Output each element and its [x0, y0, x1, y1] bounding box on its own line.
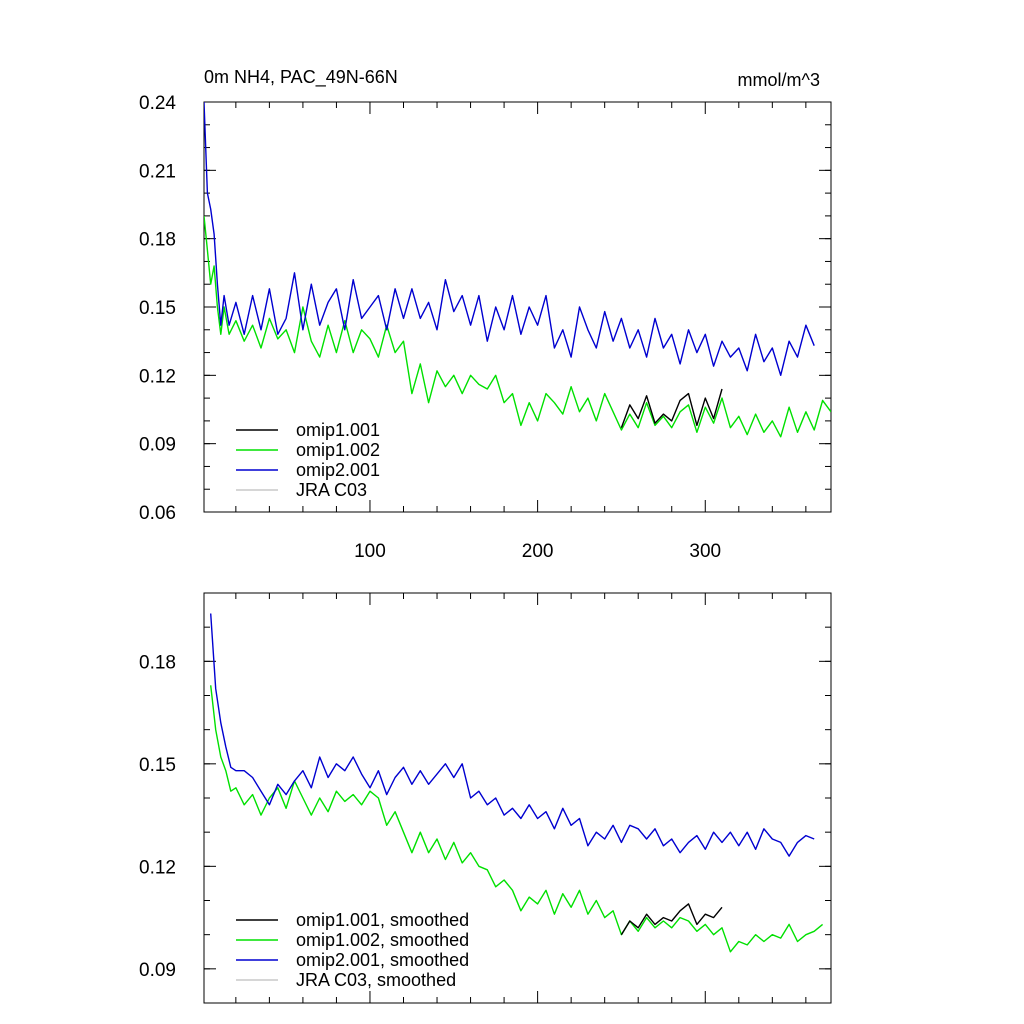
top-panel: 0m NH4, PAC_49N-66N mmol/m^3 0.06 0.09 0.1…: [139, 67, 832, 562]
units-label: mmol/m^3: [738, 70, 820, 90]
series-line-0: [620, 903, 723, 936]
y-tick-label: 0.12: [139, 857, 176, 878]
y-tick-label: 0.12: [139, 366, 176, 387]
x-tick-label: 200: [522, 541, 554, 562]
y-tick-label: 0.15: [139, 298, 176, 319]
legend-label: omip1.002, smoothed: [296, 930, 469, 950]
y-tick-label: 0.06: [139, 503, 176, 524]
y-tick-label: 0.09: [139, 960, 176, 981]
y-tick-label: 0.21: [139, 161, 176, 182]
legend-label: omip1.002: [296, 440, 380, 460]
legend-label: omip2.001: [296, 460, 380, 480]
legend-label: omip1.001: [296, 420, 380, 440]
legend-label: JRA C03: [296, 480, 367, 500]
y-tick-label: 0.18: [139, 652, 176, 673]
series-line-1: [204, 215, 831, 438]
legend-label: omip1.001, smoothed: [296, 910, 469, 930]
x-tick-label: 300: [689, 541, 721, 562]
legend-label: JRA C03, smoothed: [296, 970, 456, 990]
y-tick-label: 0.24: [139, 93, 176, 114]
series-line-1: [210, 685, 824, 953]
bottom-panel: 0.09 0.12 0.15 0.18 omip1.001, smoothedomip1…: [139, 592, 832, 1004]
y-tick-label: 0.18: [139, 230, 176, 251]
y-tick-label: 0.15: [139, 755, 176, 776]
y-tick-label: 0.09: [139, 435, 176, 456]
series-line-2: [210, 613, 815, 857]
chart-title: 0m NH4, PAC_49N-66N: [204, 67, 398, 88]
series-line-0: [620, 388, 723, 428]
series-line-2: [204, 102, 815, 376]
x-tick-label: 100: [354, 541, 386, 562]
legend-label: omip2.001, smoothed: [296, 950, 469, 970]
